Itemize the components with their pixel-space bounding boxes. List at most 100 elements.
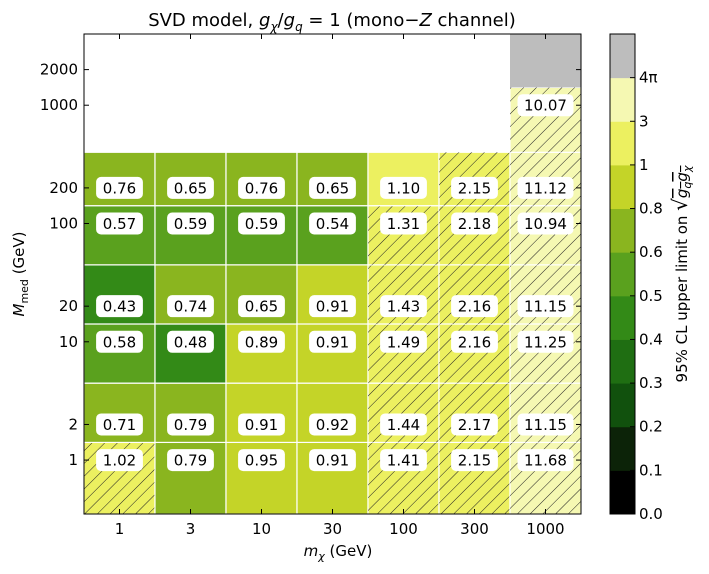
cell-value-label: 0.91 [245, 416, 278, 434]
colorbar-swatch [610, 164, 635, 210]
y-tick-label: 100 [49, 214, 78, 232]
colorbar-swatch [610, 470, 635, 515]
cell-label-box [167, 295, 214, 318]
cell-label-box [167, 212, 214, 235]
chart-title: SVD model, gχ/gq = 1 (mono−Z channel) [148, 10, 516, 34]
x-tick-label: 1000 [526, 520, 564, 538]
cell-label-box [380, 413, 427, 436]
cell-value-label: 0.89 [245, 333, 278, 351]
cell-label-box [380, 449, 427, 472]
cell-label-box [451, 212, 498, 235]
x-axis: 1 3 10 30 100 300 1000 [115, 34, 565, 538]
cell-value-label: 0.43 [103, 298, 136, 316]
cell-value-label: 0.59 [245, 215, 278, 233]
cell-value-label: 10.94 [524, 215, 567, 233]
cell-value-label: 1.49 [387, 333, 420, 351]
cell-value-label: 1.43 [387, 298, 420, 316]
cell-value-label: 0.65 [174, 179, 207, 197]
cell-label-box [517, 449, 574, 472]
x-tick-label: 10 [252, 520, 271, 538]
cell-label-box [238, 295, 285, 318]
cell-label-box [96, 413, 143, 436]
cell-label-box [167, 330, 214, 353]
cell-value-label: 0.71 [103, 416, 136, 434]
colorbar-tick-label: 0.2 [639, 418, 663, 436]
cell-label-box [517, 212, 574, 235]
cell-label-box [167, 176, 214, 199]
cell-value-label: 0.74 [174, 298, 207, 316]
cell-value-label: 0.65 [316, 179, 349, 197]
colorbar-tick-label: 0.6 [639, 243, 663, 261]
cell-label-box [380, 212, 427, 235]
cell-label-box [309, 413, 356, 436]
cell-label-box [451, 449, 498, 472]
cell-value-label: 0.95 [245, 452, 278, 470]
x-tick-label: 100 [389, 520, 418, 538]
cell-value-label: 1.41 [387, 452, 420, 470]
y-tick-label: 200 [49, 179, 78, 197]
colorbar-swatch [610, 339, 635, 384]
cell-label-box [380, 330, 427, 353]
cell-label-box [517, 176, 574, 199]
colorbar-frame [609, 33, 636, 515]
x-tick-label: 1 [115, 520, 125, 538]
colorbar-tick-label: 0.5 [639, 287, 663, 305]
cell-value-label: 11.15 [524, 416, 567, 434]
colorbar-tick-label: 0.4 [639, 330, 663, 348]
y-tick-label: 2 [68, 415, 78, 433]
y-axis-label: Mmed (GeV) [10, 231, 31, 316]
cell-label-box [309, 176, 356, 199]
colorbar-ticks: 0.0 0.1 0.2 0.3 0.4 0.5 0.6 0.8 1 3 4π [630, 69, 663, 523]
cell-label-box [451, 413, 498, 436]
cell-value-label: 2.16 [458, 333, 491, 351]
cell-value-label: 0.91 [316, 298, 349, 316]
cell-label-box [167, 449, 214, 472]
colorbar-swatch [610, 383, 635, 428]
cell-label-box [451, 176, 498, 199]
cell-value-label: 0.59 [174, 215, 207, 233]
colorbar-label: 95% CL upper limit on √gqgχ [668, 165, 694, 382]
out-of-range-cell [510, 34, 581, 88]
x-tick-label: 3 [186, 520, 196, 538]
colorbar-swatch [610, 252, 635, 297]
cell-label-box [517, 295, 574, 318]
cell-label-box [96, 330, 143, 353]
cell-value-label: 2.18 [458, 215, 491, 233]
cell-value-label: 11.12 [524, 179, 567, 197]
cell-label-box [167, 413, 214, 436]
cell-value-label: 1.10 [387, 179, 420, 197]
cell-label-box [96, 176, 143, 199]
cell-label-box [517, 330, 574, 353]
cell-label-box [238, 413, 285, 436]
colorbar: 0.0 0.1 0.2 0.3 0.4 0.5 0.6 0.8 1 3 4π 95% CL uppe… [609, 33, 694, 523]
colorbar-tick-label: 4π [639, 69, 658, 87]
colorbar-swatches [610, 34, 635, 515]
cell-value-label: 2.16 [458, 298, 491, 316]
cell-value-label: 11.68 [524, 452, 567, 470]
cell-label-box [238, 330, 285, 353]
x-tick-label: 30 [323, 520, 342, 538]
cell-value-label: 10.07 [524, 97, 567, 115]
cell-value-label: 0.76 [103, 179, 136, 197]
cell-label-box [517, 413, 574, 436]
plot-area: 1.02 0.71 0.58 0.43 0.57 0.76 0.79 0.79 0.48 0.74… [40, 33, 582, 538]
cell-value-label: 11.25 [524, 333, 567, 351]
cell-value-label: 1.44 [387, 416, 420, 434]
cell-value-label: 0.48 [174, 333, 207, 351]
cell-label-box [309, 330, 356, 353]
cell-value-label: 0.57 [103, 215, 136, 233]
y-tick-label: 1000 [40, 96, 78, 114]
cell-label-box [238, 176, 285, 199]
colorbar-tick-label: 3 [639, 112, 649, 130]
cell-value-label: 0.91 [316, 452, 349, 470]
colorbar-swatch [610, 295, 635, 340]
colorbar-tick-label: 0.8 [639, 200, 663, 218]
colorbar-tick-label: 0.0 [639, 505, 663, 523]
colorbar-tick-label: 0.3 [639, 374, 663, 392]
cell-label-box [238, 449, 285, 472]
cell-label-box [309, 212, 356, 235]
cell-label-box [309, 295, 356, 318]
cell-value-label: 0.92 [316, 416, 349, 434]
cell-value-label: 0.54 [316, 215, 349, 233]
